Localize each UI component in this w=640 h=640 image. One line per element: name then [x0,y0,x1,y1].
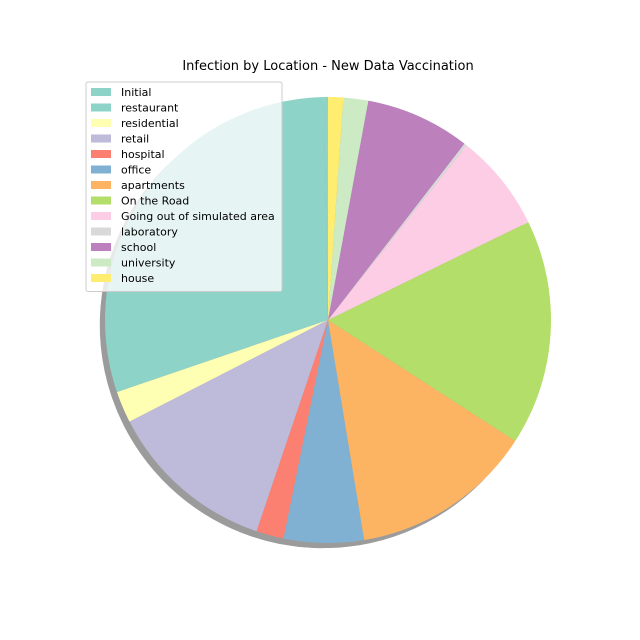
slice-laboratory [328,143,467,320]
legend-label-residential: residential [121,117,179,130]
chart-title: Infection by Location - New Data Vaccina… [182,59,473,74]
legend-swatch-initial [91,88,111,96]
slice-retail [129,320,328,532]
slice-apartments [328,320,516,541]
legend-label-house: house [121,272,154,285]
legend-box [85,81,283,292]
legend-swatch-laboratory [91,227,111,236]
legend-label-school: school [121,241,156,254]
legend-label-apartments: apartments [121,179,185,192]
legend-swatch-university [91,258,111,267]
legend-swatch-retail [91,134,111,143]
slice-university [328,97,369,320]
legend-swatch-house [91,274,111,282]
legend-label-retail: retail [121,133,149,146]
legend-label-office: office [121,164,151,177]
legend-swatch-hospital [91,150,111,158]
legend-swatch-school [91,243,111,251]
slice-house [328,97,344,320]
slice-residential [116,320,328,422]
legend-label-hospital: hospital [121,148,165,161]
legend-label-on-the-road: On the Road [121,195,189,208]
legend-label-laboratory: laboratory [121,226,178,239]
legend-swatch-office [91,165,111,174]
slice-going-out-of-simulated-area [328,145,529,320]
legend-swatch-residential [91,119,111,127]
legend-label-initial: Initial [121,86,151,99]
legend-label-restaurant: restaurant [121,102,179,115]
legend-swatch-restaurant [91,103,111,112]
legend: Initial restaurant residential retail hospit… [85,81,283,292]
legend-swatch-apartments [91,181,111,189]
slice-office [283,320,365,544]
slice-hospital [256,320,328,539]
slice-on-the-road [328,222,551,442]
legend-swatch-on-the-road [91,196,111,205]
legend-swatch-going-out-of-simulated-area [91,212,111,220]
slice-initial [323,97,328,320]
legend-label-going-out-of-simulated-area: Going out of simulated area [121,210,275,223]
slice-school [328,100,465,321]
legend-label-university: university [121,257,176,270]
